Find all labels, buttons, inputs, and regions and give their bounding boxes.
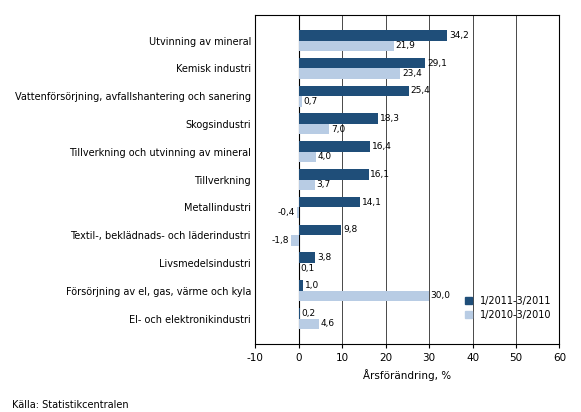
Bar — [299, 40, 394, 51]
Text: 34,2: 34,2 — [449, 31, 469, 40]
Bar — [299, 252, 315, 263]
Text: 4,6: 4,6 — [320, 319, 335, 328]
X-axis label: Årsförändring, %: Årsförändring, % — [363, 369, 451, 381]
Text: 29,1: 29,1 — [427, 59, 447, 68]
Bar — [299, 113, 378, 124]
Bar — [299, 58, 425, 68]
Bar — [299, 318, 318, 329]
Text: 3,7: 3,7 — [317, 180, 331, 189]
Bar — [299, 152, 316, 162]
Legend: 1/2011-3/2011, 1/2010-3/2010: 1/2011-3/2011, 1/2010-3/2010 — [462, 293, 555, 323]
Bar — [299, 291, 429, 301]
Text: 1,0: 1,0 — [304, 281, 319, 290]
Text: 30,0: 30,0 — [431, 292, 451, 300]
Text: 3,8: 3,8 — [317, 253, 331, 262]
Bar — [299, 30, 447, 40]
Bar — [299, 197, 360, 207]
Text: 4,0: 4,0 — [318, 152, 332, 162]
Bar — [299, 280, 303, 291]
Bar — [299, 96, 302, 107]
Text: 21,9: 21,9 — [396, 41, 415, 50]
Text: 16,4: 16,4 — [372, 142, 392, 151]
Bar — [299, 86, 409, 96]
Bar — [299, 225, 341, 235]
Text: 9,8: 9,8 — [343, 225, 357, 234]
Bar — [291, 235, 299, 246]
Text: -0,4: -0,4 — [278, 208, 295, 217]
Bar — [299, 124, 329, 134]
Text: 18,3: 18,3 — [380, 114, 400, 123]
Text: Källa: Statistikcentralen: Källa: Statistikcentralen — [12, 400, 128, 410]
Bar — [299, 68, 400, 79]
Text: 23,4: 23,4 — [402, 69, 422, 78]
Text: 14,1: 14,1 — [361, 197, 382, 206]
Text: 25,4: 25,4 — [411, 87, 431, 95]
Text: 0,7: 0,7 — [303, 97, 318, 106]
Text: 16,1: 16,1 — [370, 170, 390, 179]
Bar — [297, 207, 299, 218]
Text: 7,0: 7,0 — [331, 125, 345, 134]
Bar — [299, 169, 368, 180]
Bar — [299, 141, 370, 152]
Bar — [299, 180, 315, 190]
Text: 0,1: 0,1 — [301, 264, 315, 273]
Text: 0,2: 0,2 — [301, 309, 315, 318]
Text: -1,8: -1,8 — [271, 236, 289, 245]
